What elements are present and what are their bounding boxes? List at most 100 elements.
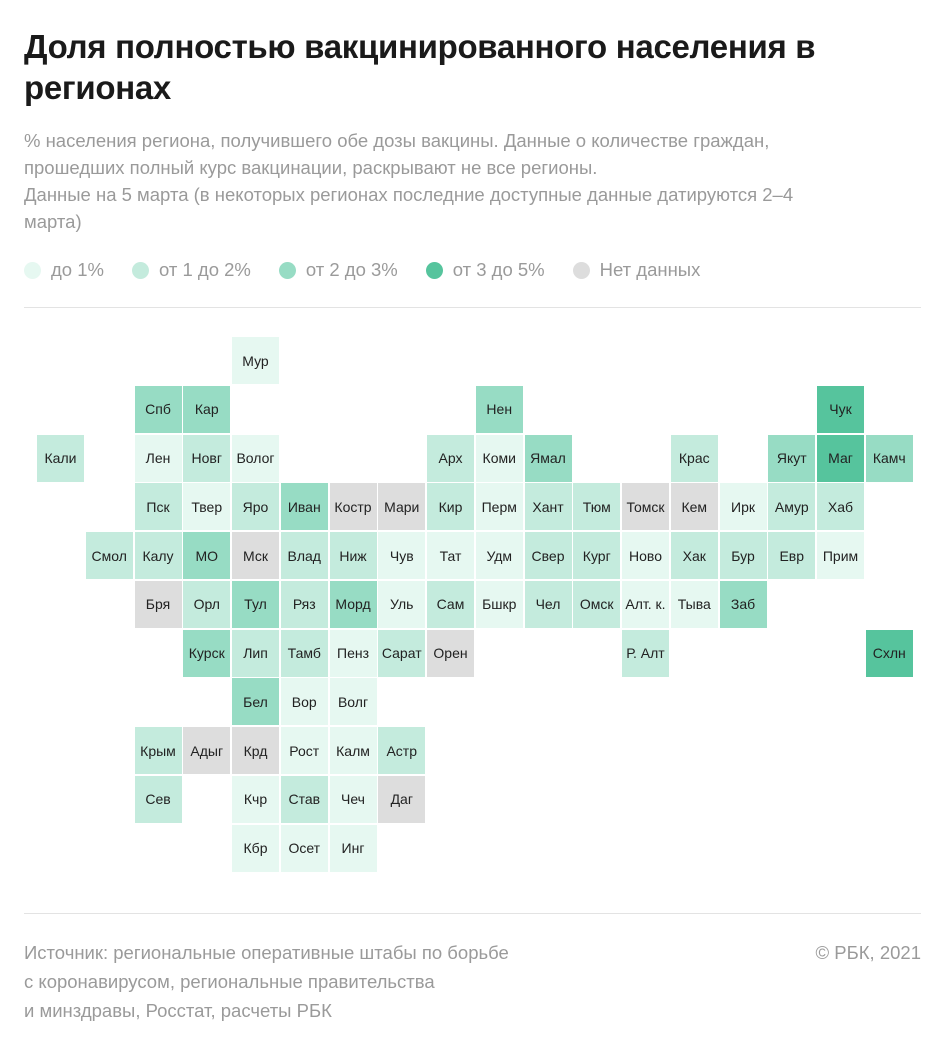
legend-swatch xyxy=(278,261,296,279)
region-tile: Крым xyxy=(134,727,182,774)
region-tile: Инг xyxy=(329,824,377,872)
region-tile: Даг xyxy=(378,775,426,823)
region-tile: Прим xyxy=(817,532,864,579)
region-tile: Удм xyxy=(475,532,523,579)
region-tile: Тыва xyxy=(670,580,718,628)
legend-label: от 1 до 2% xyxy=(158,259,251,280)
region-tile: Костр xyxy=(329,483,377,531)
legend-item-under-1: до 1% xyxy=(24,259,104,281)
region-tile: Хак xyxy=(670,532,718,579)
legend-swatch xyxy=(24,261,41,279)
region-tile: Адыг xyxy=(183,727,231,774)
region-tile: Кали xyxy=(37,434,84,482)
region-tile: Чув xyxy=(378,532,426,579)
region-tile: Калм xyxy=(329,727,377,774)
region-tile: Ниж xyxy=(329,532,377,579)
region-tile: Кем xyxy=(670,483,718,531)
region-tile: Мари xyxy=(378,483,426,531)
subtitle-line: % населения региона, получившего обе доз… xyxy=(24,130,770,151)
region-tile: Лен xyxy=(134,434,182,482)
region-tile: Крас xyxy=(670,434,718,482)
region-tile: Калу xyxy=(134,532,182,579)
region-tile: Омск xyxy=(573,580,621,628)
region-tile: Ямал xyxy=(524,434,572,482)
legend-label: Нет данных xyxy=(599,259,701,280)
region-tile: Кчр xyxy=(232,775,279,823)
legend-item-3-to-5: от 3 до 5% xyxy=(425,259,545,281)
region-tile: Курск xyxy=(183,629,231,677)
region-tile: Алт. к. xyxy=(622,580,669,628)
region-tile: Сарат xyxy=(378,629,426,677)
region-tile: Осет xyxy=(280,824,328,872)
region-tile: Новг xyxy=(183,434,231,482)
region-tile: Яро xyxy=(232,483,279,531)
region-tile: Ново xyxy=(622,532,669,579)
source-note: Источник: региональные оперативные штабы… xyxy=(24,938,664,1025)
region-tile: Орл xyxy=(183,580,231,628)
subtitle-line: Данные на 5 марта (в некоторых регионах … xyxy=(24,184,794,205)
source-line: с коронавирусом, региональные правительс… xyxy=(24,971,435,992)
region-tile: Крд xyxy=(232,727,279,774)
region-tile: Пенз xyxy=(329,629,377,677)
region-tile: Тул xyxy=(232,580,279,628)
region-tile: Бря xyxy=(134,580,182,628)
source-line: Источник: региональные оперативные штабы… xyxy=(24,942,509,963)
region-tile: Маг xyxy=(817,434,864,482)
legend-label: от 3 до 5% xyxy=(452,259,545,280)
region-tile: Спб xyxy=(134,385,182,433)
region-tile: Кбр xyxy=(232,824,279,872)
copyright: © РБК, 2021 xyxy=(815,942,921,963)
region-tile: Евр xyxy=(768,532,816,579)
region-tile: Став xyxy=(280,775,328,823)
legend-swatch xyxy=(572,261,590,279)
divider-bottom xyxy=(24,913,921,914)
region-tile: Чеч xyxy=(329,775,377,823)
source-line: и минздравы, Росстат, расчеты РБК xyxy=(24,1000,332,1021)
legend-label: до 1% xyxy=(51,259,104,280)
region-tile: Волог xyxy=(232,434,279,482)
region-tile: МО xyxy=(183,532,231,579)
region-tile: Арх xyxy=(427,434,474,482)
region-tile: Камч xyxy=(865,434,913,482)
region-tile: Кург xyxy=(573,532,621,579)
region-tile: Нен xyxy=(475,385,523,433)
divider-top xyxy=(24,307,921,308)
region-tile: Чел xyxy=(524,580,572,628)
region-tile: Тамб xyxy=(280,629,328,677)
region-tile: Чук xyxy=(817,385,864,433)
region-tile: Вор xyxy=(280,678,328,726)
region-tile: Томск xyxy=(622,483,669,531)
region-tile: Лип xyxy=(232,629,279,677)
region-tile: Коми xyxy=(475,434,523,482)
region-tile: Влад xyxy=(280,532,328,579)
region-tile: Кар xyxy=(183,385,231,433)
legend-item-no-data: Нет данных xyxy=(572,259,701,281)
region-tile: Мур xyxy=(232,337,279,384)
region-tile: Схлн xyxy=(865,629,913,677)
region-tile: Тюм xyxy=(573,483,621,531)
region-tile: Амур xyxy=(768,483,816,531)
subtitle-line: марта) xyxy=(24,211,82,232)
region-tile: Орен xyxy=(427,629,474,677)
region-tile: Мск xyxy=(232,532,279,579)
region-tile: Р. Алт xyxy=(622,629,669,677)
region-tile: Пск xyxy=(134,483,182,531)
region-tile: Свер xyxy=(524,532,572,579)
region-tile: Смол xyxy=(85,532,133,579)
region-tile: Волг xyxy=(329,678,377,726)
region-tile: Сев xyxy=(134,775,182,823)
legend: до 1% от 1 до 2% от 2 до 3% от 3 до 5% Н… xyxy=(24,258,700,282)
region-tile: Сам xyxy=(427,580,474,628)
legend-item-2-to-3: от 2 до 3% xyxy=(278,259,398,281)
region-tile: Рост xyxy=(280,727,328,774)
region-tile: Кир xyxy=(427,483,474,531)
legend-item-1-to-2: от 1 до 2% xyxy=(131,259,251,281)
region-tile: Морд xyxy=(329,580,377,628)
page-title: Доля полностью вакцинированного населени… xyxy=(24,28,816,106)
region-tile: Ряз xyxy=(280,580,328,628)
region-tile: Якут xyxy=(768,434,816,482)
subtitle: % населения региона, получившего обе доз… xyxy=(24,127,924,235)
region-tile: Хант xyxy=(524,483,572,531)
region-tile: Твер xyxy=(183,483,231,531)
